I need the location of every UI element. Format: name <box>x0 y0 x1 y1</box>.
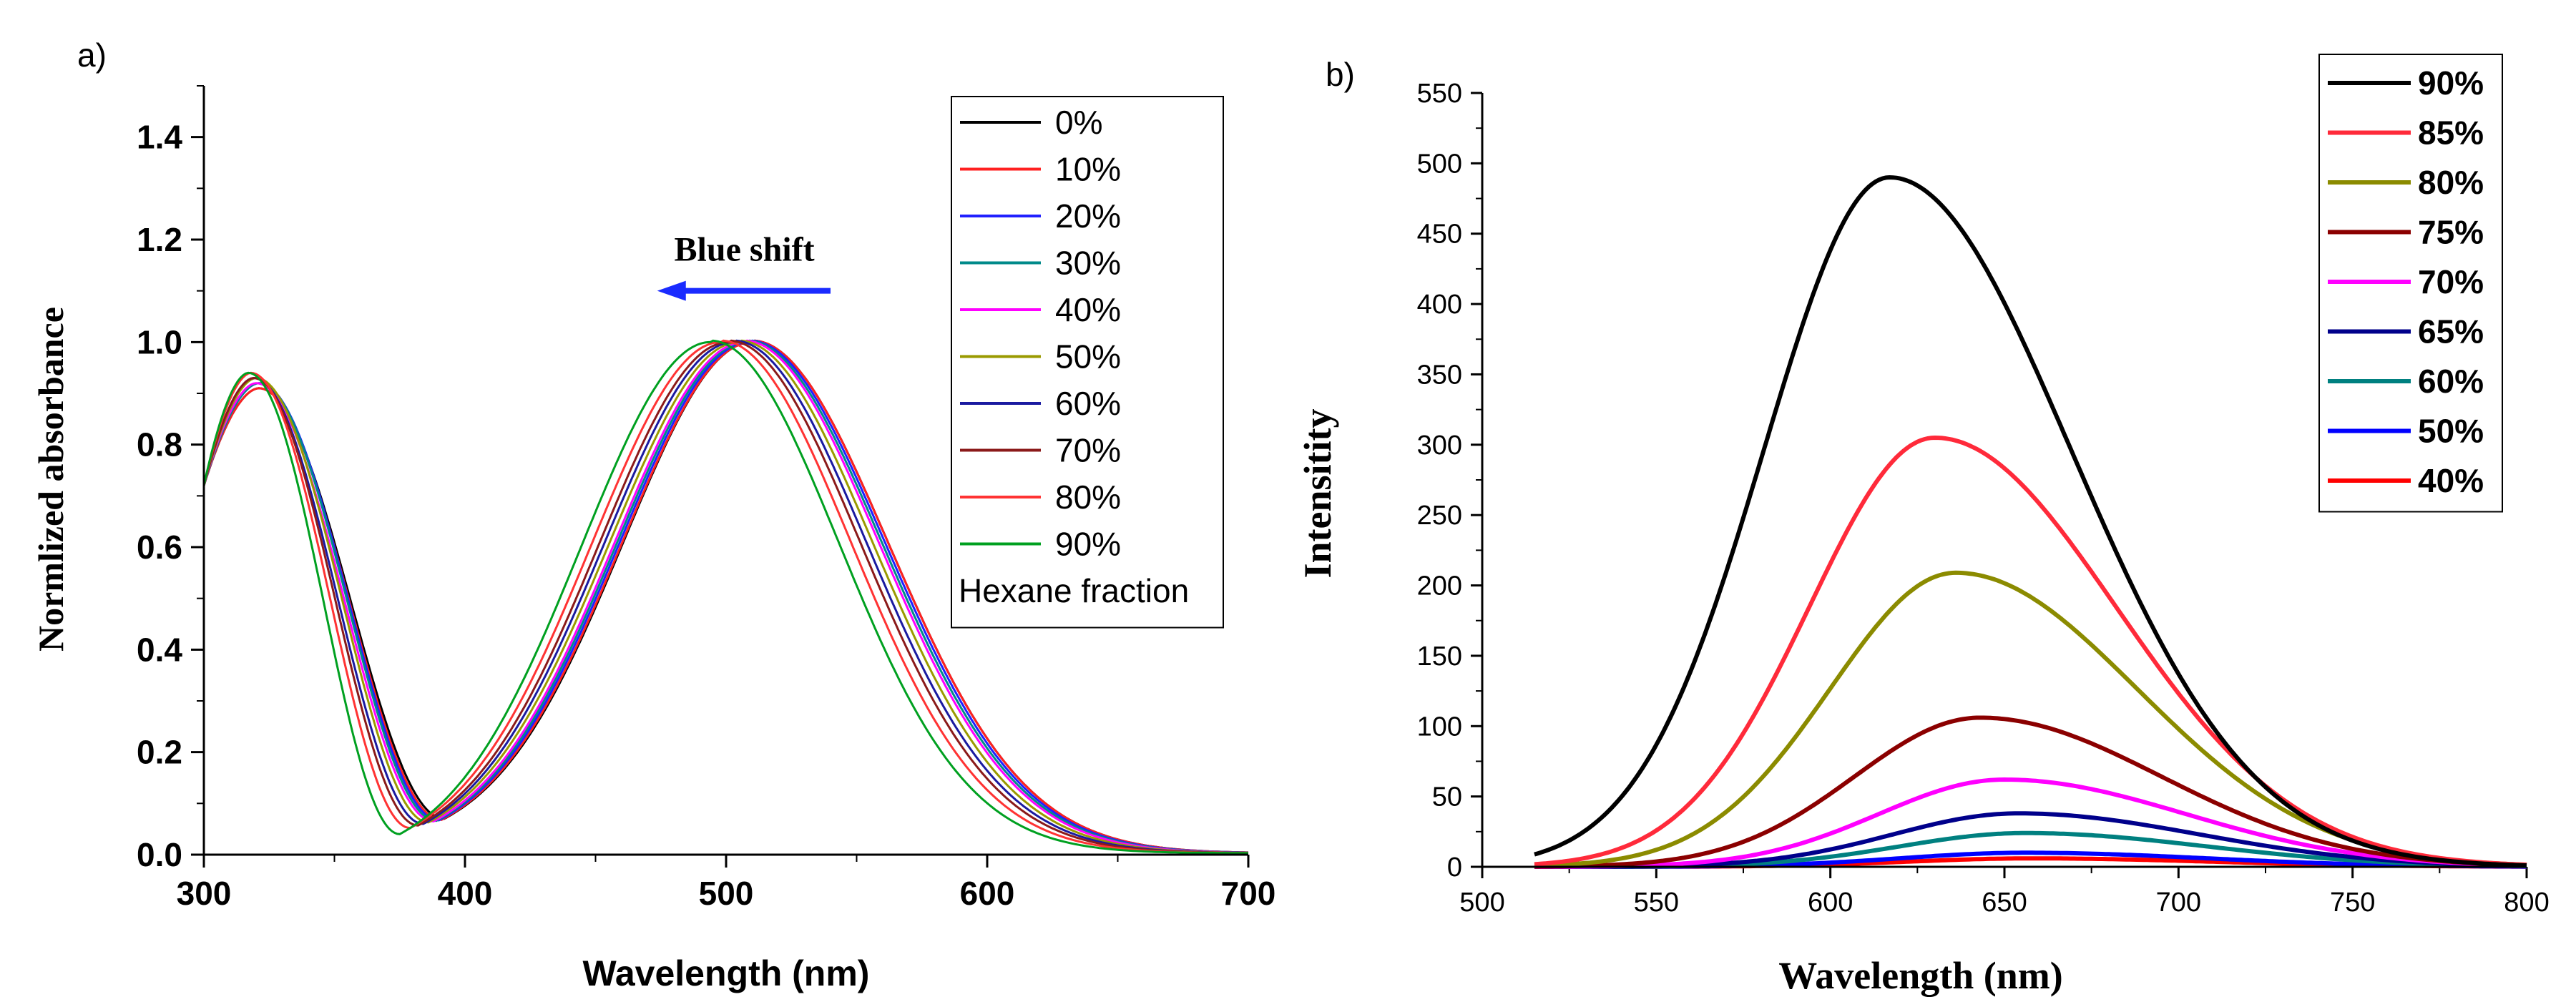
series-line-75% <box>1534 715 2527 869</box>
blue-shift-arrowhead <box>657 280 686 301</box>
panel-b-ticks: 0 50 100 150 200 250 300 350 400 450 500 550 500 550 6… <box>1417 79 2550 918</box>
legend-label: 80% <box>2418 164 2484 201</box>
y-tick-label: 300 <box>1417 431 1462 461</box>
legend-label: 40% <box>1055 291 1121 328</box>
x-tick-label: 750 <box>2330 888 2375 918</box>
panel-b-y-axis-label: Intensitity <box>1296 408 1339 578</box>
series-line-40% <box>202 339 1248 854</box>
series-line-30% <box>202 339 1248 854</box>
y-tick-label: 1.2 <box>137 221 182 258</box>
panel-a-y-axis-label: Normlized absorbance <box>31 307 71 652</box>
panel-a-legend: 0% 10% 20% 30% 40% 50% 60% 70% 80% 90% Hexane frac… <box>951 96 1224 629</box>
y-tick-label: 0.4 <box>137 631 182 668</box>
panel-a-x-axis-label: Wavelength (nm) <box>583 953 870 993</box>
legend-label: 90% <box>2418 64 2484 102</box>
panel-b-x-axis-label: Wavelength (nm) <box>1778 954 2063 997</box>
panel-b-legend: 90% 85% 80% 75% 70% 65% 60% 50% 40% <box>2318 54 2503 513</box>
legend-label: 75% <box>2418 214 2484 251</box>
panel-a-label: a) <box>77 36 107 74</box>
x-tick-label: 550 <box>1634 888 1679 918</box>
legend-title: Hexane fraction <box>959 572 1189 609</box>
legend-label: 85% <box>2418 114 2484 152</box>
panel-a-axes <box>202 86 1248 856</box>
x-tick-label: 500 <box>1459 888 1504 918</box>
x-tick-label: 800 <box>2504 888 2549 918</box>
y-tick-label: 0 <box>1447 853 1462 883</box>
legend-label: 70% <box>1055 432 1121 469</box>
x-tick-label: 600 <box>960 875 1015 912</box>
blue-shift-annotation: Blue shift <box>657 231 831 301</box>
series-line-80% <box>202 339 1249 855</box>
x-tick-label: 700 <box>1221 875 1276 912</box>
y-tick-label: 450 <box>1417 220 1462 250</box>
series-line-90% <box>202 339 1248 855</box>
y-tick-label: 0.0 <box>137 836 182 873</box>
legend-label: 60% <box>2418 363 2484 400</box>
panel-a-ticks: 0.0 0.2 0.4 0.6 0.8 1.0 1.2 1.4 300 400 500 600 700 <box>137 85 1276 912</box>
legend-label: 65% <box>2418 313 2484 350</box>
y-tick-label: 0.6 <box>137 529 182 566</box>
series-line-70% <box>202 339 1249 855</box>
series-line-10% <box>202 339 1248 854</box>
y-tick-label: 1.0 <box>137 323 182 360</box>
legend-label: 20% <box>1055 197 1121 235</box>
y-tick-label: 500 <box>1417 149 1462 179</box>
legend-label: 50% <box>2418 413 2484 450</box>
series-line-80% <box>1534 570 2527 868</box>
series-line-70% <box>1534 777 2527 869</box>
series-line-85% <box>1534 435 2527 868</box>
y-tick-label: 0.2 <box>137 734 182 771</box>
y-tick-label: 550 <box>1417 79 1462 109</box>
x-tick-label: 300 <box>177 875 232 912</box>
x-tick-label: 600 <box>1808 888 1853 918</box>
y-tick-label: 250 <box>1417 501 1462 531</box>
legend-label: 90% <box>1055 526 1121 563</box>
y-tick-label: 100 <box>1417 712 1462 742</box>
y-tick-label: 400 <box>1417 290 1462 320</box>
x-tick-label: 700 <box>2156 888 2201 918</box>
legend-label: 10% <box>1055 151 1121 188</box>
legend-label: 60% <box>1055 385 1121 422</box>
legend-label: 50% <box>1055 338 1121 375</box>
panel-b: b) 0 50 100 150 200 250 300 350 400 450 500 550 500 5… <box>1296 54 2550 997</box>
series-line-90% <box>1534 175 2527 868</box>
series-line-65% <box>1534 811 2527 869</box>
legend-label: 30% <box>1055 245 1121 282</box>
panel-b-label: b) <box>1326 56 1355 93</box>
x-tick-label: 400 <box>438 875 493 912</box>
series-line-20% <box>202 339 1248 854</box>
x-tick-label: 500 <box>699 875 754 912</box>
panel-b-axes <box>1481 93 2527 868</box>
legend-label: 80% <box>1055 478 1121 516</box>
x-tick-label: 650 <box>1982 888 2027 918</box>
panel-a-series <box>202 339 1249 855</box>
y-tick-label: 50 <box>1432 782 1462 812</box>
y-tick-label: 350 <box>1417 360 1462 390</box>
panel-a: a) 0.0 0.2 0.4 0.6 0.8 1.0 1.2 1.4 300 400 500 600 7… <box>31 36 1275 993</box>
blue-shift-label: Blue shift <box>675 231 815 269</box>
legend-box <box>951 96 1224 629</box>
y-tick-label: 1.4 <box>137 119 182 156</box>
legend-label: 0% <box>1055 104 1102 141</box>
legend-label: 70% <box>2418 263 2484 300</box>
y-tick-label: 150 <box>1417 642 1462 672</box>
panel-b-series <box>1534 175 2527 869</box>
y-tick-label: 200 <box>1417 571 1462 601</box>
y-tick-label: 0.8 <box>137 426 182 463</box>
legend-label: 40% <box>2418 462 2484 499</box>
